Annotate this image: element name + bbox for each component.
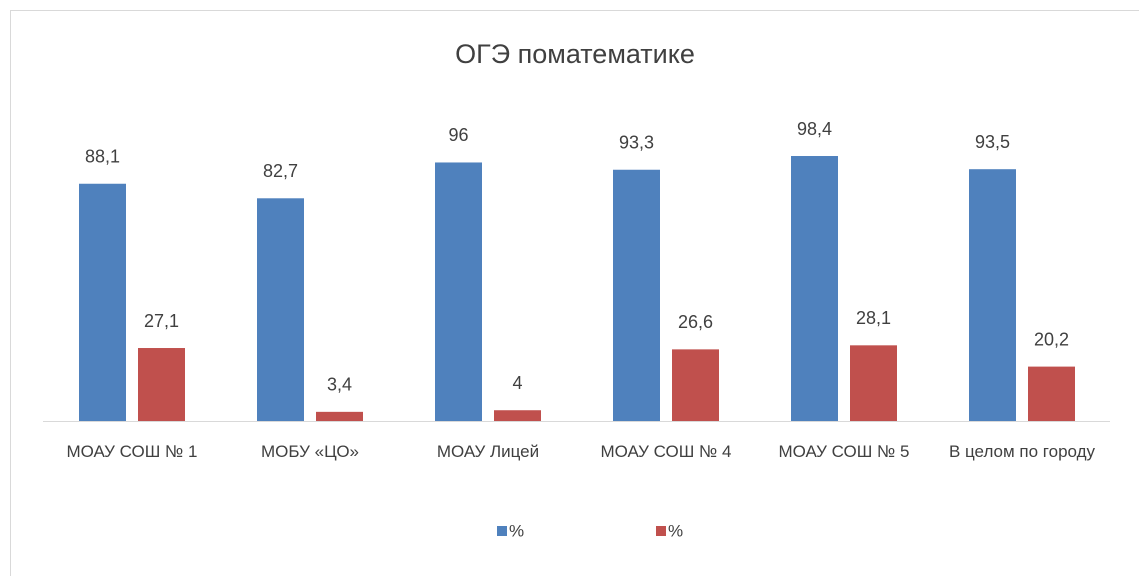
data-label: 27,1 xyxy=(144,311,179,331)
data-label: 98,4 xyxy=(797,119,832,139)
legend-swatch xyxy=(497,526,507,536)
bar xyxy=(850,345,897,421)
data-label: 96 xyxy=(448,125,468,145)
bar xyxy=(1028,366,1075,421)
x-tick-label: МОАУ СОШ № 4 xyxy=(600,442,732,461)
bar xyxy=(613,169,660,421)
x-tick-label: МОАУ СОШ № 1 xyxy=(66,442,198,461)
bar xyxy=(672,349,719,421)
data-label: 88,1 xyxy=(85,146,120,166)
bar xyxy=(435,162,482,422)
data-label: 20,2 xyxy=(1034,329,1069,349)
bar xyxy=(494,410,541,421)
bar xyxy=(791,156,838,422)
chart-frame xyxy=(10,10,1139,576)
legend-swatch xyxy=(656,526,666,536)
x-tick-label: МОБУ «ЦО» xyxy=(260,442,359,461)
data-label: 82,7 xyxy=(263,161,298,181)
data-label: 4 xyxy=(512,373,522,393)
bar xyxy=(969,169,1016,421)
chart-title: ОГЭ поматематике xyxy=(455,39,695,69)
bar xyxy=(316,411,363,421)
bar xyxy=(257,198,304,421)
x-tick-label: В целом по городу xyxy=(948,442,1096,461)
data-label: 93,3 xyxy=(619,132,654,152)
bar xyxy=(79,183,126,421)
bar xyxy=(138,348,185,421)
data-label: 28,1 xyxy=(856,308,891,328)
data-label: 26,6 xyxy=(678,312,713,332)
data-label: 93,5 xyxy=(975,132,1010,152)
x-tick-label: МОАУ Лицей xyxy=(436,442,540,461)
legend-label: % xyxy=(509,521,524,540)
data-label: 3,4 xyxy=(327,375,352,395)
x-tick-label: МОАУ СОШ № 5 xyxy=(778,442,910,461)
legend-label: % xyxy=(668,521,683,540)
